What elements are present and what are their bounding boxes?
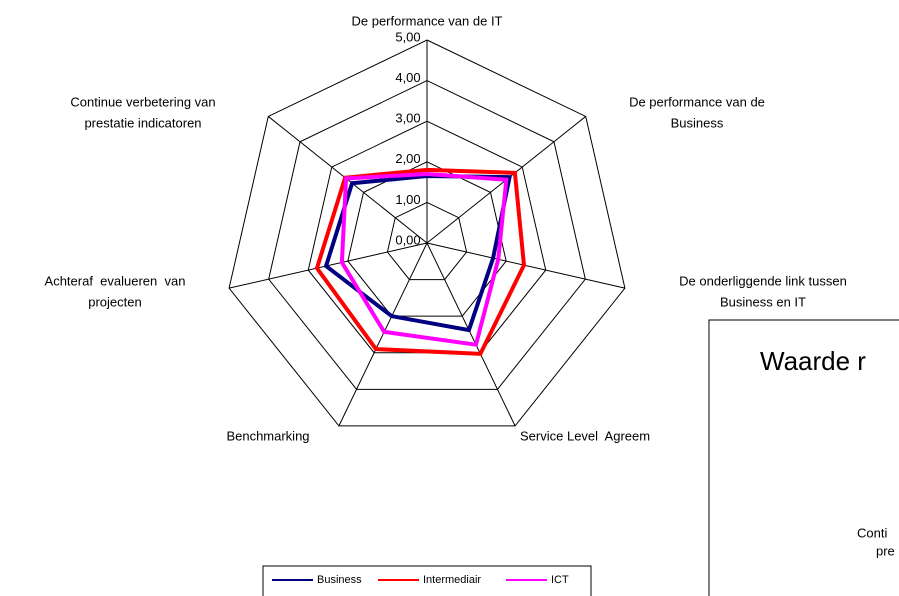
r-tick-label: 5,00	[395, 29, 420, 44]
axis-label: De performance van de	[629, 94, 765, 109]
grid-ring	[347, 161, 507, 317]
second-chart-title: Waarde r	[760, 346, 866, 376]
second-chart-label: Conti	[857, 525, 887, 540]
axis-label: Achteraf evalueren van	[45, 273, 186, 288]
r-tick-label: 0,00	[395, 232, 420, 247]
axis-label: Service Level Agreem	[520, 428, 650, 443]
second-chart-label: pre	[876, 543, 895, 558]
series-line	[339, 171, 509, 347]
axis-label: Business	[671, 115, 724, 130]
second-chart-panel	[708, 319, 899, 596]
legend-label: Intermediair	[423, 574, 481, 586]
r-tick-label: 1,00	[395, 192, 420, 207]
legend-label: ICT	[551, 574, 569, 586]
axis-label: De onderliggende link tussen	[679, 273, 847, 288]
axis-label: Benchmarking	[226, 428, 309, 443]
axis-label: Business en IT	[720, 294, 806, 309]
axis-label: prestatie indicatoren	[84, 115, 201, 130]
series-line	[314, 167, 527, 356]
legend-label: Business	[317, 574, 362, 586]
r-tick-label: 4,00	[395, 70, 420, 85]
grid-ring	[386, 201, 468, 281]
r-tick-label: 3,00	[395, 111, 420, 126]
grid-ring	[228, 39, 626, 427]
axis-label: Continue verbetering van	[70, 94, 215, 109]
grid-ring	[268, 80, 586, 390]
spoke	[426, 242, 516, 427]
axis-label: projecten	[88, 294, 141, 309]
axis-label: De performance van de IT	[351, 13, 502, 28]
r-tick-label: 2,00	[395, 151, 420, 166]
spoke	[338, 242, 428, 427]
